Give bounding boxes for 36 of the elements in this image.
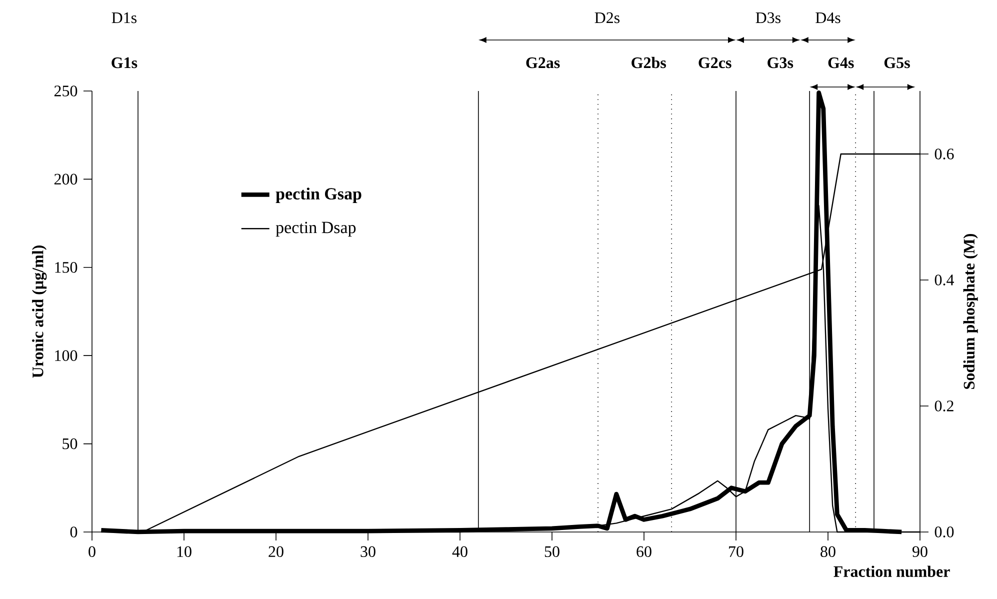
text: G1s xyxy=(112,57,138,68)
x-tick-label: 70 xyxy=(729,546,744,558)
legend-label: pectin Gsap xyxy=(276,188,362,203)
text: G3s xyxy=(768,57,794,68)
text: G4s xyxy=(828,57,854,68)
x-tick-label: 60 xyxy=(636,546,652,558)
y2-tick-label: 0.4 xyxy=(934,274,954,286)
y2-tick-label: 0.2 xyxy=(934,400,954,412)
text: D4s xyxy=(816,12,840,24)
x-axis-title: Fraction number xyxy=(834,566,950,578)
y2-tick-label: 0.6 xyxy=(934,148,954,160)
text: D3s xyxy=(756,12,780,24)
x-tick-label: 90 xyxy=(912,546,928,558)
y-axis-title: Uronic acid (µg/ml) xyxy=(32,246,47,378)
y-tick-label: 250 xyxy=(54,86,78,96)
x-tick-label: 10 xyxy=(177,546,192,558)
y-tick-label: 100 xyxy=(55,350,78,361)
y-tick-label: 50 xyxy=(62,438,78,450)
x-tick-label: 20 xyxy=(268,546,284,558)
x-tick-label: 80 xyxy=(820,546,836,558)
x-tick-label: 50 xyxy=(544,546,560,558)
y-tick-label: 200 xyxy=(54,174,78,185)
text: D1s xyxy=(112,12,137,24)
y-tick-label: 0 xyxy=(70,526,78,538)
y-tick-label: 150 xyxy=(55,262,78,273)
x-tick-label: 0 xyxy=(88,546,96,558)
x-tick-label: 30 xyxy=(360,546,376,558)
x-tick-label: 40 xyxy=(452,546,468,558)
text: G5s xyxy=(884,57,910,68)
y2-axis-title: Sodium phosphate (M) xyxy=(963,234,978,389)
text: D2s xyxy=(594,12,620,24)
text: G2bs xyxy=(632,56,666,68)
text: G2cs xyxy=(698,57,732,68)
y2-tick-label: 0.0 xyxy=(934,526,954,538)
legend-label: pectin Dsap xyxy=(276,222,356,237)
text: G2as xyxy=(526,57,560,68)
